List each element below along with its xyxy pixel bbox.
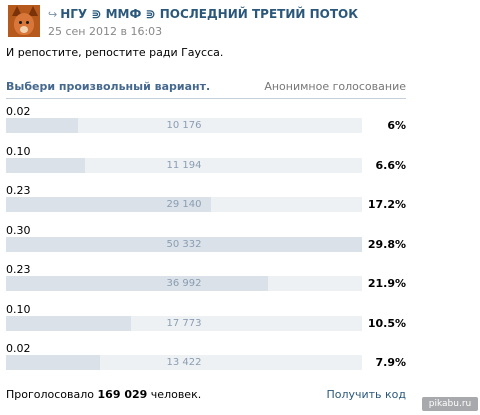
watermark-badge: pikabu.ru <box>422 397 478 411</box>
poll-divider <box>6 98 406 99</box>
voted-prefix: Проголосовало <box>6 388 95 401</box>
poll-bar-track: 29 140 <box>6 197 362 212</box>
poll-vote-count: 17 773 <box>166 318 202 329</box>
poll-percent: 7.9% <box>375 356 406 369</box>
poll-question: Выбери произвольный вариант. <box>6 80 211 93</box>
poll-vote-count: 50 332 <box>166 239 202 250</box>
voted-total: 169 029 <box>97 388 148 401</box>
voted-summary: Проголосовало 169 029 человек. <box>6 388 201 401</box>
poll-bar-track: 11 194 <box>6 158 362 173</box>
poll-option[interactable]: 0.23 36 992 21.9% <box>6 263 406 296</box>
poll-percent: 17.2% <box>367 198 406 211</box>
poll-vote-count: 10 176 <box>166 120 202 131</box>
poll-option[interactable]: 0.02 10 176 6% <box>6 105 406 138</box>
poll-vote-count: 29 140 <box>166 199 202 210</box>
poll-option[interactable]: 0.02 13 422 7.9% <box>6 342 406 375</box>
voted-suffix: человек. <box>150 388 202 401</box>
avatar-eye <box>26 21 29 24</box>
poll-option-label: 0.02 <box>6 342 31 355</box>
poll-bar-track: 10 176 <box>6 118 362 133</box>
poll-bar-fill <box>6 355 100 370</box>
poll-bar-fill <box>6 118 78 133</box>
post-header: ↪ НГУ ⋑ ММФ ⋑ ПОСЛЕДНИЙ ТРЕТИЙ ПОТОК 25 с… <box>6 5 476 41</box>
poll-percent: 6.6% <box>375 159 406 172</box>
poll-option-label: 0.10 <box>6 145 31 158</box>
poll-bar-fill <box>6 316 131 331</box>
poll-anonymous-label: Анонимное голосование <box>264 80 406 93</box>
poll-header: Выбери произвольный вариант. Анонимное г… <box>6 80 406 96</box>
poll-option-label: 0.30 <box>6 224 31 237</box>
poll-option-label: 0.23 <box>6 263 31 276</box>
poll-percent: 10.5% <box>367 317 406 330</box>
poll-option-label: 0.10 <box>6 303 31 316</box>
poll-vote-count: 13 422 <box>166 357 202 368</box>
poll-option[interactable]: 0.10 11 194 6.6% <box>6 145 406 178</box>
avatar-face <box>14 13 34 35</box>
poll-option[interactable]: 0.30 50 332 29.8% <box>6 224 406 257</box>
poll-percent: 29.8% <box>367 238 406 251</box>
poll-percent: 6% <box>387 119 406 132</box>
share-arrow-icon: ↪ <box>48 8 58 21</box>
poll-option-label: 0.02 <box>6 105 31 118</box>
poll-bar-track: 36 992 <box>6 276 362 291</box>
poll-vote-count: 11 194 <box>166 160 202 171</box>
group-title-row[interactable]: ↪ НГУ ⋑ ММФ ⋑ ПОСЛЕДНИЙ ТРЕТИЙ ПОТОК <box>48 7 358 21</box>
avatar-eye <box>19 21 22 24</box>
poll-bar-track: 17 773 <box>6 316 362 331</box>
poll-bar-fill <box>6 237 362 252</box>
post-date[interactable]: 25 сен 2012 в 16:03 <box>48 25 163 38</box>
poll-option[interactable]: 0.10 17 773 10.5% <box>6 303 406 336</box>
avatar[interactable] <box>8 5 40 37</box>
poll-bar-fill <box>6 158 85 173</box>
get-code-link[interactable]: Получить код <box>326 388 406 401</box>
poll-bar-track: 50 332 <box>6 237 362 252</box>
poll-option[interactable]: 0.23 29 140 17.2% <box>6 184 406 217</box>
avatar-ear <box>12 6 22 16</box>
poll-option-label: 0.23 <box>6 184 31 197</box>
poll-footer: Проголосовало 169 029 человек. Получить … <box>6 388 406 404</box>
post-text: И репостите, репостите ради Гаусса. <box>6 46 224 59</box>
poll-bar-fill <box>6 197 211 212</box>
group-title[interactable]: НГУ ⋑ ММФ ⋑ ПОСЛЕДНИЙ ТРЕТИЙ ПОТОК <box>60 7 359 21</box>
poll-bar-fill <box>6 276 268 291</box>
avatar-snout <box>20 26 28 33</box>
poll-bar-track: 13 422 <box>6 355 362 370</box>
poll-vote-count: 36 992 <box>166 278 202 289</box>
avatar-ear <box>28 6 38 16</box>
poll-percent: 21.9% <box>367 277 406 290</box>
